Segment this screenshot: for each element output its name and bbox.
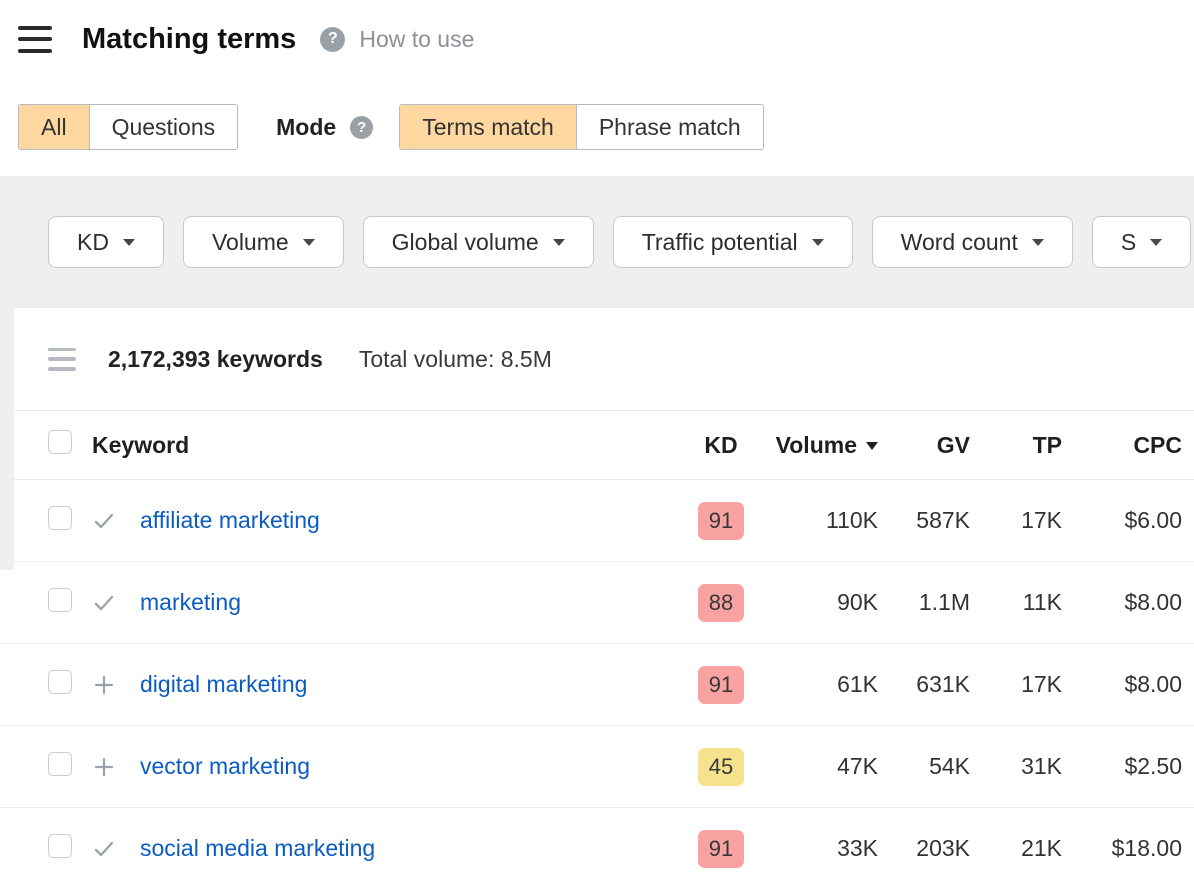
how-to-use-link[interactable]: How to use <box>359 25 475 52</box>
tab-all[interactable]: All <box>19 105 89 149</box>
gv-value: 54K <box>929 753 970 779</box>
keyword-link[interactable]: affiliate marketing <box>140 507 320 533</box>
cpc-value: $18.00 <box>1111 835 1182 861</box>
col-keyword[interactable]: Keyword <box>92 431 190 458</box>
gv-value: 1.1M <box>918 589 970 615</box>
tab-questions[interactable]: Questions <box>88 105 238 149</box>
cpc-value: $6.00 <box>1124 507 1182 533</box>
filter-global-volume-button[interactable]: Global volume <box>362 216 594 268</box>
left-gutter <box>0 308 14 570</box>
table-row: marketing 88 90K 1.1M 11K $8.00 <box>0 562 1194 644</box>
row-checkbox[interactable] <box>48 669 72 694</box>
cpc-value: $2.50 <box>1124 753 1182 779</box>
row-checkbox[interactable] <box>48 587 72 612</box>
volume-value: 90K <box>837 589 878 615</box>
tp-value: 17K <box>1021 507 1062 533</box>
row-checkbox[interactable] <box>48 505 72 530</box>
header-checkbox-cell <box>48 430 92 460</box>
added-check-icon[interactable] <box>92 591 116 615</box>
filter-partial-button[interactable]: S <box>1091 216 1192 268</box>
filter-volume-button[interactable]: Volume <box>182 216 344 268</box>
kd-badge: 88 <box>698 583 744 622</box>
col-volume[interactable]: Volume <box>764 432 894 459</box>
row-checkbox[interactable] <box>48 751 72 776</box>
help-icon[interactable]: ? <box>320 26 346 52</box>
row-checkbox[interactable] <box>48 833 72 858</box>
tp-value: 11K <box>1022 589 1062 615</box>
keyword-link[interactable]: vector marketing <box>140 753 311 779</box>
keyword-link[interactable]: social media marketing <box>140 835 376 861</box>
filter-label: Global volume <box>391 228 539 255</box>
add-plus-icon[interactable] <box>92 755 116 779</box>
filter-word-count-button[interactable]: Word count <box>871 216 1073 268</box>
keyword-link[interactable]: digital marketing <box>140 671 308 697</box>
results-panel: 2,172,393 keywords Total volume: 8.5M Ke… <box>0 308 1194 888</box>
chevron-down-icon <box>122 238 135 246</box>
mode-toggle: Terms match Phrase match <box>399 104 764 150</box>
tp-value: 31K <box>1021 753 1062 779</box>
volume-value: 61K <box>837 671 878 697</box>
table-row: social media marketing 91 33K 203K 21K $… <box>0 808 1194 888</box>
col-kd[interactable]: KD <box>704 431 738 458</box>
keywords-count: 2,172,393 keywords <box>108 345 323 372</box>
tp-value: 21K <box>1021 835 1062 861</box>
gv-value: 631K <box>916 671 970 697</box>
chevron-down-icon <box>811 238 824 246</box>
kd-badge: 91 <box>698 829 744 868</box>
mode-help-icon[interactable]: ? <box>350 115 374 139</box>
select-all-checkbox[interactable] <box>48 430 72 454</box>
chevron-down-icon <box>302 238 315 246</box>
table-row: digital marketing 91 61K 631K 17K $8.00 <box>0 644 1194 726</box>
volume-value: 47K <box>837 753 878 779</box>
col-volume-label: Volume <box>775 431 857 458</box>
cpc-value: $8.00 <box>1124 589 1182 615</box>
filter-label: Word count <box>900 228 1018 255</box>
volume-value: 110K <box>825 507 878 533</box>
filter-label: Volume <box>211 228 289 255</box>
menu-icon[interactable] <box>18 25 54 53</box>
gv-value: 587K <box>916 507 970 533</box>
table-row: affiliate marketing 91 110K 587K 17K $6.… <box>0 480 1194 562</box>
col-tp[interactable]: TP <box>1032 431 1062 458</box>
results-summary: 2,172,393 keywords Total volume: 8.5M <box>0 308 1194 410</box>
add-plus-icon[interactable] <box>92 673 116 697</box>
filter-traffic-potential-button[interactable]: Traffic potential <box>612 216 853 268</box>
list-view-icon[interactable] <box>48 347 76 371</box>
kd-badge: 91 <box>698 665 744 704</box>
controls-row: All Questions Mode ? Terms match Phrase … <box>0 78 1194 176</box>
tab-terms-match[interactable]: Terms match <box>400 105 576 149</box>
table-header: Keyword KD Volume GV TP CPC <box>0 410 1194 480</box>
tab-phrase-match[interactable]: Phrase match <box>575 105 763 149</box>
mode-label: Mode <box>276 113 337 140</box>
kd-badge: 91 <box>698 501 744 540</box>
filter-bar: KD Volume Global volume Traffic potentia… <box>0 176 1194 308</box>
filter-label: Traffic potential <box>641 228 798 255</box>
table-row: vector marketing 45 47K 54K 31K $2.50 <box>0 726 1194 808</box>
sort-desc-icon <box>866 442 878 450</box>
col-cpc[interactable]: CPC <box>1133 431 1182 458</box>
gv-value: 203K <box>916 835 970 861</box>
filter-kd-button[interactable]: KD <box>48 216 164 268</box>
chevron-down-icon <box>552 238 565 246</box>
keyword-link[interactable]: marketing <box>140 589 241 615</box>
filter-label: KD <box>77 228 109 255</box>
kd-badge: 45 <box>698 747 744 786</box>
added-check-icon[interactable] <box>92 509 116 533</box>
added-check-icon[interactable] <box>92 837 116 861</box>
filter-label: S <box>1120 228 1137 255</box>
top-bar: Matching terms ? How to use <box>0 0 1194 78</box>
page-title: Matching terms <box>82 22 297 55</box>
cpc-value: $8.00 <box>1124 671 1182 697</box>
total-volume: Total volume: 8.5M <box>358 345 552 372</box>
scope-toggle: All Questions <box>18 104 239 150</box>
chevron-down-icon <box>1150 238 1163 246</box>
tp-value: 17K <box>1021 671 1062 697</box>
col-gv[interactable]: GV <box>936 431 970 458</box>
volume-value: 33K <box>837 835 878 861</box>
chevron-down-icon <box>1031 238 1044 246</box>
